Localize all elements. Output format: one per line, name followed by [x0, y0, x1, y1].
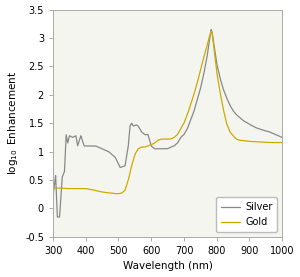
Line: Silver: Silver	[53, 30, 282, 217]
Silver	[280, 136, 284, 139]
Silver	[276, 134, 280, 137]
Silver	[149, 143, 153, 147]
Gold	[149, 143, 153, 147]
Gold	[91, 188, 94, 191]
Silver	[139, 129, 143, 133]
Silver	[251, 125, 255, 128]
Gold	[276, 141, 280, 144]
Gold	[139, 146, 143, 149]
Gold	[113, 192, 117, 195]
Silver	[91, 144, 94, 148]
Gold	[209, 30, 213, 33]
X-axis label: Wavelength (nm): Wavelength (nm)	[123, 261, 212, 271]
Gold	[251, 140, 255, 143]
Gold	[280, 141, 284, 144]
Gold	[77, 187, 81, 190]
Legend: Silver, Gold: Silver, Gold	[216, 198, 277, 232]
Silver	[56, 215, 59, 219]
Silver	[77, 139, 81, 142]
Gold	[51, 186, 55, 190]
Y-axis label: $\log_{10}$ Enhancement: $\log_{10}$ Enhancement	[6, 71, 20, 175]
Silver	[51, 194, 55, 198]
Line: Gold: Gold	[53, 31, 282, 194]
Silver	[209, 28, 213, 31]
